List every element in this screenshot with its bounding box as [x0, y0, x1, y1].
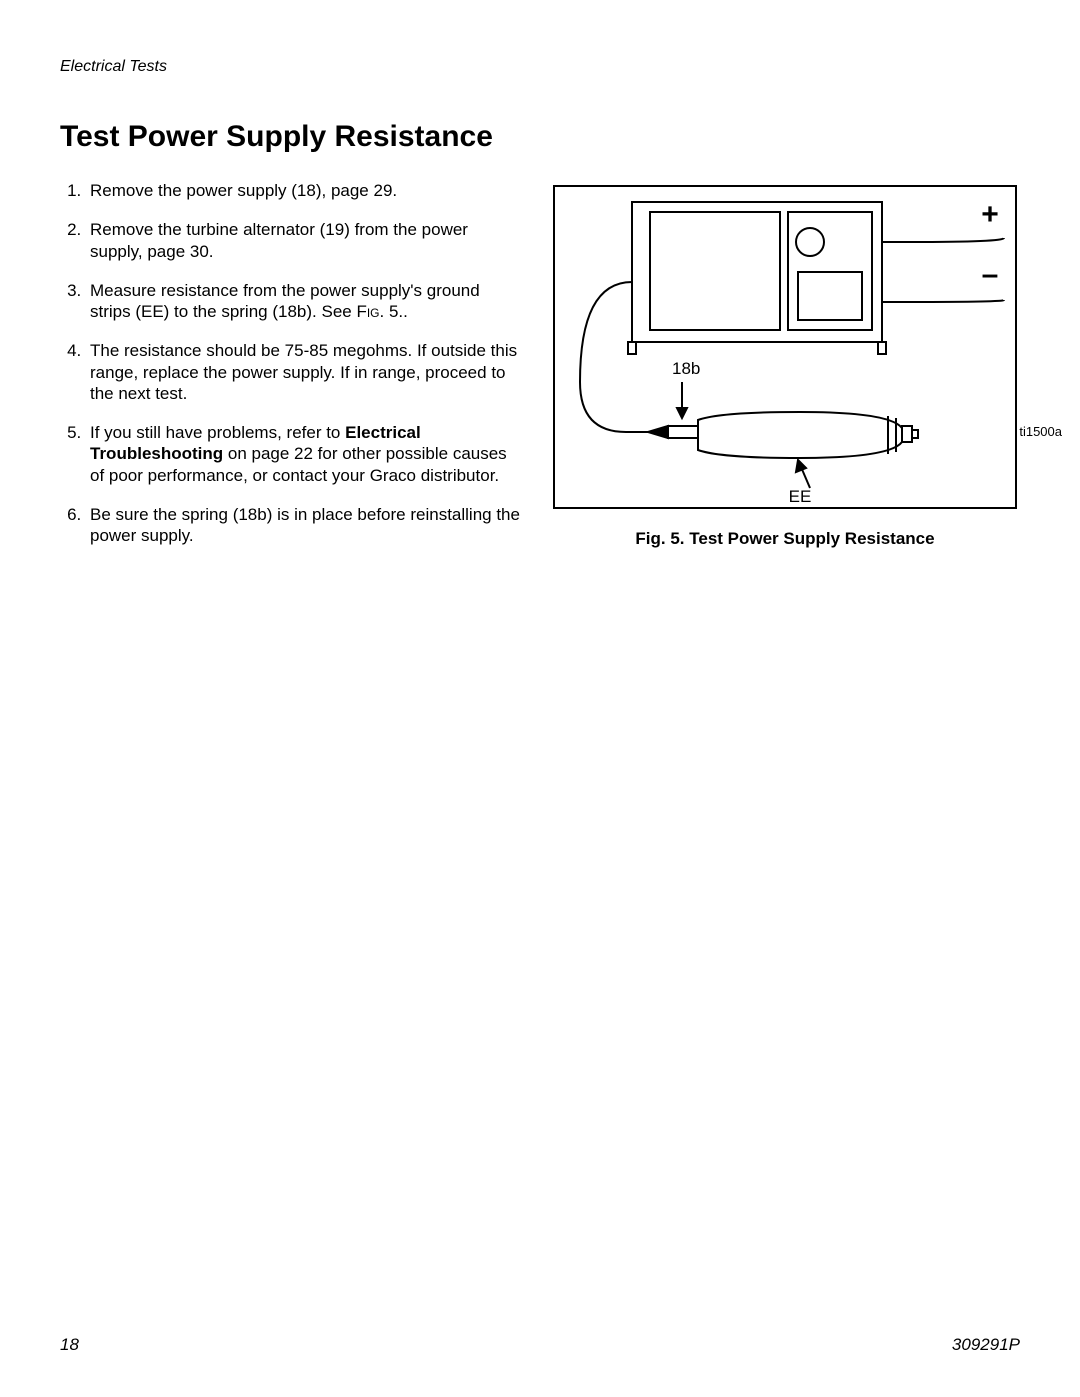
- page-number: 18: [60, 1335, 79, 1355]
- step-5-pre: If you still have problems, refer to: [90, 423, 345, 442]
- step-3-post: . 5..: [380, 302, 408, 321]
- step-3-pre: Measure resistance from the power supply…: [90, 281, 480, 321]
- figure-side-label: ti1500a: [1019, 424, 1062, 439]
- page-title: Test Power Supply Resistance: [60, 120, 1020, 154]
- step-5: If you still have problems, refer to Ele…: [86, 422, 520, 486]
- step-4: The resistance should be 75-85 megohms. …: [86, 340, 520, 404]
- content-row: Remove the power supply (18), page 29. R…: [60, 180, 1020, 564]
- steps-list: Remove the power supply (18), page 29. R…: [60, 180, 520, 546]
- step-1: Remove the power supply (18), page 29.: [86, 180, 520, 201]
- step-3-figref: Fig: [356, 302, 379, 321]
- step-3: Measure resistance from the power supply…: [86, 280, 520, 323]
- doc-number: 309291P: [952, 1335, 1020, 1355]
- svg-text:–: –: [982, 258, 999, 291]
- svg-text:18b: 18b: [672, 359, 700, 378]
- figure-diagram: + – 18b EE: [550, 182, 1020, 512]
- figure-5: +–18bEE ti1500a: [550, 182, 1020, 517]
- step-6: Be sure the spring (18b) is in place bef…: [86, 504, 520, 547]
- page-footer: 18 309291P: [60, 1335, 1020, 1355]
- section-header: Electrical Tests: [60, 58, 1020, 76]
- page: Electrical Tests Test Power Supply Resis…: [0, 0, 1080, 1397]
- svg-text:+: +: [981, 198, 999, 231]
- instructions-column: Remove the power supply (18), page 29. R…: [60, 180, 520, 564]
- svg-text:EE: EE: [789, 487, 812, 506]
- figure-caption: Fig. 5. Test Power Supply Resistance: [550, 529, 1020, 549]
- figure-column: +–18bEE ti1500a Fig. 5. Test Power Suppl…: [550, 180, 1020, 564]
- step-2: Remove the turbine alternator (19) from …: [86, 219, 520, 262]
